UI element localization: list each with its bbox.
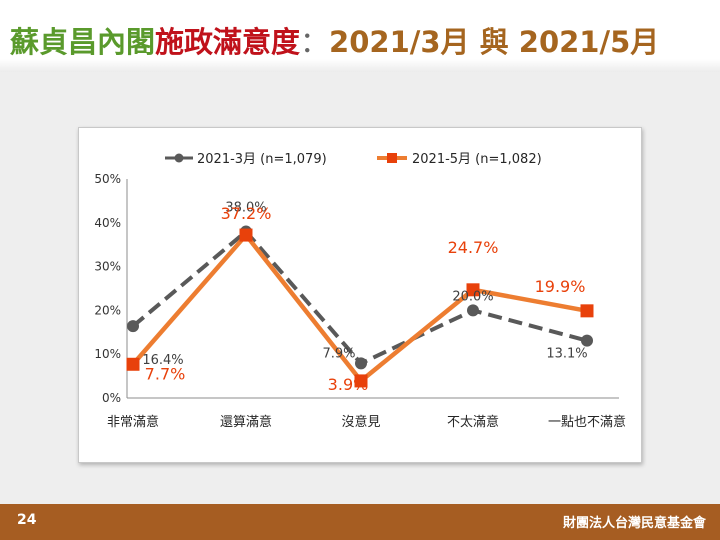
data-label-2021-03: 7.9% <box>322 346 355 361</box>
title-topic: 施政滿意度 <box>155 25 301 59</box>
title-date-2: 2021/5月 <box>518 25 660 59</box>
data-point-2021-05 <box>239 228 253 242</box>
slide-title: 蘇貞昌內閣施政滿意度：2021/3月 與 2021/5月 <box>10 22 659 62</box>
data-point-2021-03 <box>127 320 139 333</box>
x-category-label: 沒意見 <box>341 414 380 430</box>
data-label-2021-03: 20.0% <box>452 289 493 304</box>
footer-bar: 24 財團法人台灣民意基金會 <box>0 504 720 540</box>
chart-panel: 0% 10% 20% 30% 40% 50% 非常滿意 還算滿意 沒意見 不太滿意 一點也不滿意 20… <box>78 127 642 463</box>
legend-marker-2021-05 <box>387 153 397 163</box>
data-label-2021-03: 16.4% <box>142 353 183 368</box>
data-label-2021-03: 13.1% <box>546 347 587 362</box>
x-category-label: 一點也不滿意 <box>548 414 626 430</box>
y-tick-label: 20% <box>94 303 121 317</box>
legend-label-2021-05: 2021-5月 (n=1,082) <box>412 152 542 167</box>
data-point-2021-05 <box>466 283 480 297</box>
data-label-2021-05: 24.7% <box>448 238 499 257</box>
title-and: 與 <box>479 25 509 59</box>
legend-marker-2021-03 <box>174 153 184 163</box>
x-category-label: 不太滿意 <box>447 414 499 430</box>
legend-label-2021-03: 2021-3月 (n=1,079) <box>197 152 327 167</box>
y-tick-label: 40% <box>94 216 121 230</box>
data-point-2021-03 <box>355 357 367 370</box>
data-point-2021-05 <box>354 374 368 388</box>
x-category-label: 還算滿意 <box>220 414 272 430</box>
page-number: 24 <box>17 512 37 528</box>
x-category-label: 非常滿意 <box>107 414 159 430</box>
data-point-2021-05 <box>126 357 140 371</box>
organization-name: 財團法人台灣民意基金會 <box>562 516 706 531</box>
data-label-2021-03: 38.0% <box>225 201 266 216</box>
title-date-1: 2021/3月 <box>329 25 470 59</box>
data-label-2021-05: 3.9% <box>328 375 369 394</box>
title-bar: 蘇貞昌內閣施政滿意度：2021/3月 與 2021/5月 <box>0 0 720 72</box>
data-label-2021-05: 19.9% <box>535 277 586 296</box>
y-tick-label: 50% <box>94 172 121 186</box>
line-chart: 0% 10% 20% 30% 40% 50% 非常滿意 還算滿意 沒意見 不太滿意 一點也不滿意 20… <box>94 152 626 430</box>
data-point-2021-03 <box>581 334 593 347</box>
data-point-2021-05 <box>580 304 594 318</box>
data-label-2021-05: 7.7% <box>145 364 186 383</box>
y-tick-label: 0% <box>102 391 121 405</box>
data-point-2021-03 <box>467 304 479 317</box>
title-cabinet: 蘇貞昌內閣 <box>10 25 156 59</box>
data-label-2021-05: 37.2% <box>221 204 272 223</box>
y-tick-label: 10% <box>94 347 121 361</box>
title-colon: ： <box>300 25 330 59</box>
y-tick-label: 30% <box>94 260 121 274</box>
